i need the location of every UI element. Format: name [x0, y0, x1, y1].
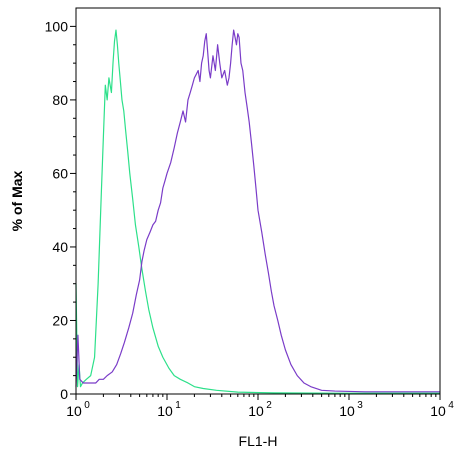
series-layer — [75, 29, 440, 394]
x-tick-exponent: 4 — [448, 400, 454, 411]
series-line-1 — [75, 29, 440, 394]
y-tick-label: 100 — [45, 18, 69, 34]
x-tick-base: 10 — [66, 403, 82, 419]
x-axis-label: FL1-H — [239, 433, 278, 449]
x-tick-label: 10 2 — [248, 400, 272, 419]
y-axis-ticks: 0 20 40 60 80 100 — [45, 18, 76, 402]
y-tick-label: 60 — [52, 165, 68, 181]
y-tick-label: 80 — [52, 92, 68, 108]
x-tick-label: 10 3 — [339, 400, 363, 419]
x-tick-exponent: 2 — [266, 400, 272, 411]
x-tick-label: 10 4 — [430, 400, 454, 419]
x-tick-exponent: 0 — [84, 400, 90, 411]
x-tick-base: 10 — [339, 403, 355, 419]
y-axis-label: % of Max — [9, 170, 25, 231]
y-tick-label: 20 — [52, 312, 68, 328]
x-tick-label: 10 0 — [66, 400, 90, 419]
x-tick-base: 10 — [248, 403, 264, 419]
x-axis-ticks: 10 0 10 1 10 2 10 3 10 4 — [66, 394, 454, 419]
x-tick-exponent: 3 — [357, 400, 363, 411]
plot-frame — [75, 7, 441, 395]
x-tick-base: 10 — [157, 403, 173, 419]
y-tick-label: 40 — [52, 239, 68, 255]
x-tick-base: 10 — [430, 403, 446, 419]
x-tick-label: 10 1 — [157, 400, 181, 419]
x-tick-exponent: 1 — [175, 400, 181, 411]
series-line-2 — [75, 29, 440, 393]
y-tick-label: 0 — [60, 386, 68, 402]
